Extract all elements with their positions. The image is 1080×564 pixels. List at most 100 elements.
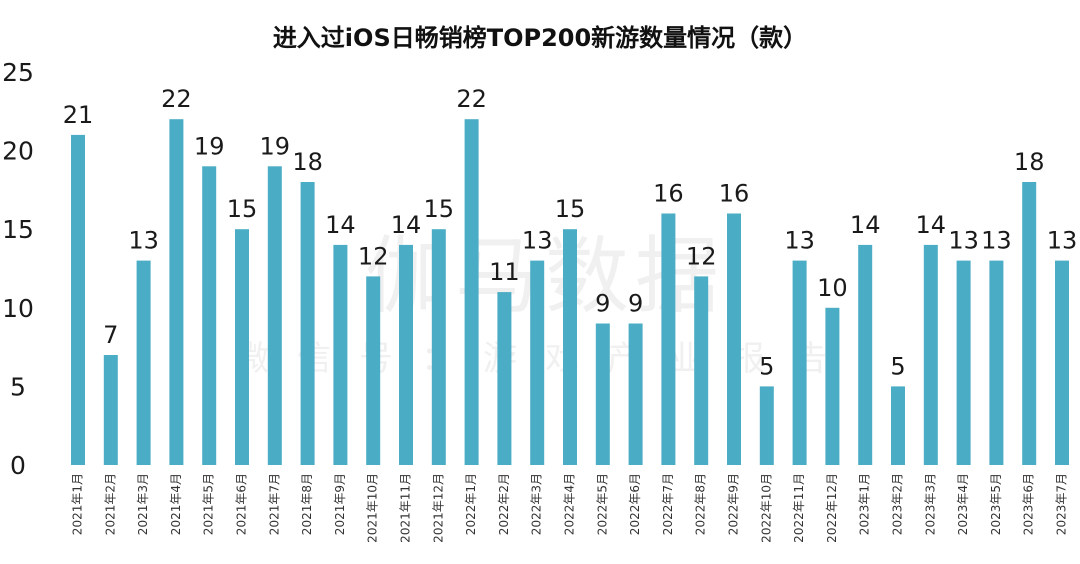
bar <box>136 260 151 465</box>
x-tick-label: 2021年12月 <box>431 473 445 543</box>
data-label: 15 <box>424 195 455 223</box>
x-tick-label: 2021年7月 <box>267 473 281 535</box>
data-label: 14 <box>391 211 422 239</box>
data-label: 13 <box>784 227 815 255</box>
data-label: 15 <box>227 195 258 223</box>
bar <box>891 386 905 465</box>
x-tick-label: 2022年3月 <box>530 473 544 535</box>
bar <box>759 386 774 465</box>
data-label: 5 <box>890 352 905 380</box>
data-label: 9 <box>595 290 610 318</box>
data-label: 13 <box>522 227 553 255</box>
bar <box>497 292 512 465</box>
x-tick-label: 2021年2月 <box>103 473 117 535</box>
x-tick-label: 2022年12月 <box>825 473 839 543</box>
data-label: 16 <box>719 180 750 208</box>
bar <box>923 244 938 465</box>
x-tick-label: 2022年1月 <box>464 473 478 535</box>
bar <box>628 323 643 465</box>
data-label: 18 <box>292 148 323 176</box>
data-label: 19 <box>260 132 291 160</box>
x-tick-label: 2022年5月 <box>595 473 609 535</box>
bar <box>202 166 217 466</box>
data-label: 22 <box>161 85 192 113</box>
x-tick-label: 2022年7月 <box>661 473 675 535</box>
bar <box>858 244 873 465</box>
bar <box>267 166 282 466</box>
y-tick-label: 5 <box>10 372 26 401</box>
x-tick-label: 2021年11月 <box>399 473 413 543</box>
data-label: 10 <box>817 274 848 302</box>
bar <box>727 213 741 465</box>
bar <box>366 276 381 465</box>
x-tick-label: 2022年4月 <box>563 473 577 535</box>
data-label: 14 <box>916 211 947 239</box>
y-tick-label: 15 <box>2 215 34 244</box>
bar <box>595 323 610 465</box>
data-label: 14 <box>325 211 356 239</box>
bars <box>71 119 1069 466</box>
bar <box>792 260 807 465</box>
data-label: 15 <box>555 195 586 223</box>
x-tick-label: 2023年3月 <box>923 473 937 535</box>
x-tick-label: 2022年8月 <box>694 473 708 535</box>
data-label: 7 <box>103 321 118 349</box>
bar <box>169 119 184 465</box>
data-label: 22 <box>456 85 487 113</box>
x-tick-label: 2021年3月 <box>136 473 150 535</box>
data-label: 13 <box>948 227 979 255</box>
chart-title: 进入过iOS日畅销榜TOP200新游数量情况（款） <box>273 24 807 52</box>
bar <box>563 229 577 465</box>
bar <box>235 229 249 465</box>
x-tick-label: 2023年4月 <box>956 473 970 535</box>
y-tick-label: 20 <box>2 137 34 166</box>
bar <box>989 260 1004 465</box>
bar <box>103 355 118 465</box>
x-tick-label: 2022年6月 <box>628 473 642 535</box>
x-tick-label: 2021年9月 <box>333 473 347 535</box>
bar <box>71 134 85 465</box>
x-tick-label: 2021年8月 <box>300 473 314 535</box>
bar <box>464 119 479 465</box>
data-label: 18 <box>1014 148 1045 176</box>
data-label: 9 <box>628 290 643 318</box>
x-tick-label: 2021年5月 <box>202 473 216 535</box>
y-axis: 0 5 10 15 20 25 <box>2 58 34 480</box>
x-tick-label: 2022年2月 <box>497 473 511 535</box>
data-label: 5 <box>759 352 774 380</box>
bar <box>1022 182 1037 465</box>
y-tick-label: 0 <box>10 451 26 480</box>
x-tick-label: 2021年1月 <box>71 473 85 535</box>
x-tick-label: 2021年4月 <box>169 473 183 535</box>
x-tick-label: 2021年6月 <box>235 473 249 535</box>
data-label: 16 <box>653 180 684 208</box>
y-tick-label: 10 <box>2 294 34 323</box>
bar <box>661 213 676 465</box>
bar <box>825 307 840 465</box>
data-label: 14 <box>850 211 881 239</box>
x-tick-label: 2022年9月 <box>727 473 741 535</box>
x-tick-label: 2021年10月 <box>366 473 380 543</box>
data-label: 13 <box>128 227 159 255</box>
x-tick-label: 2022年11月 <box>792 473 806 543</box>
x-tick-label: 2023年2月 <box>891 473 905 535</box>
data-label: 12 <box>358 242 389 270</box>
y-tick-label: 25 <box>2 58 34 87</box>
bar <box>694 276 709 465</box>
data-label: 19 <box>194 132 225 160</box>
x-axis: 2021年1月 2021年2月 2021年3月 2021年4月 2021年5月 2021年… <box>71 473 1069 543</box>
bar <box>399 244 413 465</box>
bar <box>1055 260 1069 465</box>
x-tick-label: 2023年1月 <box>858 473 872 535</box>
x-tick-label: 2022年10月 <box>759 473 773 543</box>
data-label: 11 <box>489 258 520 286</box>
bar <box>956 260 971 465</box>
bar <box>300 182 315 465</box>
bar <box>530 260 545 465</box>
bar <box>333 244 348 465</box>
data-label: 13 <box>981 227 1012 255</box>
x-tick-label: 2023年7月 <box>1055 473 1069 535</box>
data-label: 13 <box>1047 227 1078 255</box>
